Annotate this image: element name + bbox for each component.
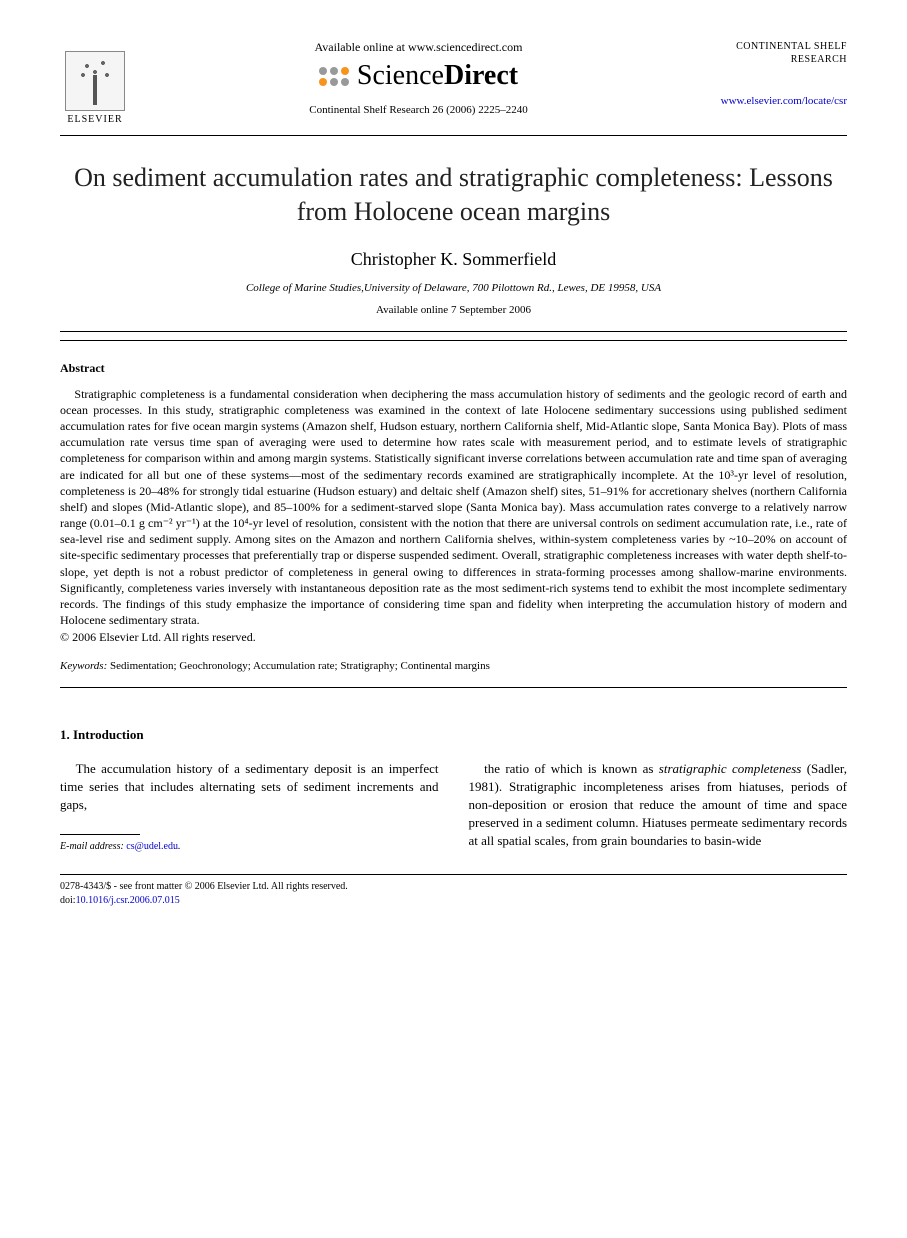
sd-part1: Science — [357, 60, 444, 91]
keywords-list: Sedimentation; Geochronology; Accumulati… — [110, 660, 490, 672]
available-date: Available online 7 September 2006 — [60, 304, 847, 316]
center-header: Available online at www.sciencedirect.co… — [130, 40, 707, 116]
rule-above-abstract-thick — [60, 340, 847, 341]
doi-link[interactable]: 10.1016/j.csr.2006.07.015 — [76, 895, 180, 906]
body-columns: 1. Introduction The accumulation history… — [60, 696, 847, 854]
bottom-rule — [60, 874, 847, 875]
rule-top-thin — [60, 135, 847, 136]
journal-name-line2: RESEARCH — [791, 54, 847, 65]
journal-name: CONTINENTAL SHELF RESEARCH — [707, 40, 847, 66]
column-left: 1. Introduction The accumulation history… — [60, 696, 439, 854]
section-heading-intro: 1. Introduction — [60, 726, 439, 744]
intro-r-part1: the ratio of which is known as — [484, 761, 659, 776]
abstract-body: Stratigraphic completeness is a fundamen… — [60, 386, 847, 629]
journal-name-line1: CONTINENTAL SHELF — [736, 41, 847, 52]
keywords-label: Keywords: — [60, 660, 107, 672]
footnote-email: E-mail address: cs@udel.edu. — [60, 840, 439, 854]
intro-r-emph: stratigraphic completeness — [659, 761, 802, 776]
column-right: . the ratio of which is known as stratig… — [469, 696, 848, 854]
intro-paragraph-right: the ratio of which is known as stratigra… — [469, 760, 848, 851]
author-affiliation: College of Marine Studies,University of … — [60, 282, 847, 294]
footnote-rule — [60, 834, 140, 835]
journal-url-link[interactable]: www.elsevier.com/locate/csr — [721, 95, 847, 107]
bottom-info: 0278-4343/$ - see front matter © 2006 El… — [60, 880, 847, 908]
available-online-text: Available online at www.sciencedirect.co… — [130, 40, 707, 55]
sciencedirect-logo: ScienceDirect — [130, 60, 707, 92]
rule-above-abstract — [60, 331, 847, 332]
intro-paragraph-left: The accumulation history of a sedimentar… — [60, 760, 439, 815]
front-matter-line: 0278-4343/$ - see front matter © 2006 El… — [60, 880, 847, 894]
sd-part2: Direct — [444, 60, 518, 91]
elsevier-tree-icon — [65, 51, 125, 111]
right-header: CONTINENTAL SHELF RESEARCH www.elsevier.… — [707, 40, 847, 109]
abstract-heading: Abstract — [60, 361, 847, 376]
sciencedirect-dots-icon — [319, 67, 349, 86]
elsevier-label: ELSEVIER — [67, 114, 122, 125]
footnote-label: E-mail address: — [60, 841, 124, 852]
footnote-email-link[interactable]: cs@udel.edu — [126, 841, 178, 852]
header-row: ELSEVIER Available online at www.science… — [60, 40, 847, 125]
doi-line: doi:10.1016/j.csr.2006.07.015 — [60, 894, 847, 908]
copyright-line: © 2006 Elsevier Ltd. All rights reserved… — [60, 630, 847, 645]
intro-r-part2: . Stratigraphic incompleteness arises fr… — [469, 779, 848, 849]
journal-reference: Continental Shelf Research 26 (2006) 222… — [130, 104, 707, 116]
author-name: Christopher K. Sommerfield — [60, 249, 847, 270]
article-title: On sediment accumulation rates and strat… — [60, 161, 847, 229]
doi-label: doi: — [60, 895, 76, 906]
keywords-block: Keywords: Sedimentation; Geochronology; … — [60, 660, 847, 672]
sciencedirect-text: ScienceDirect — [357, 60, 518, 92]
elsevier-logo: ELSEVIER — [60, 40, 130, 125]
rule-below-keywords — [60, 687, 847, 688]
